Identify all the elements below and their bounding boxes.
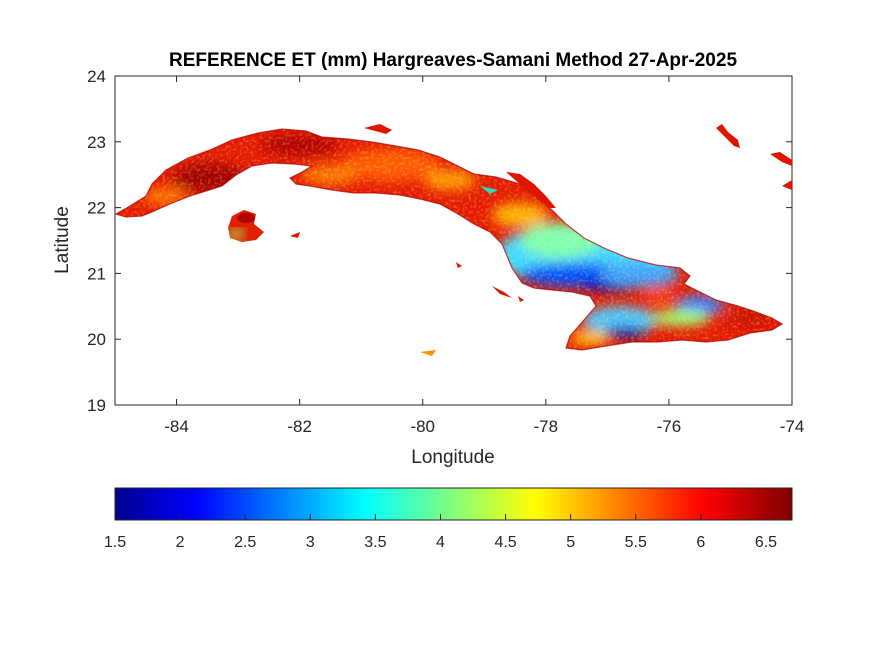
colorbar-tick-label: 5 bbox=[566, 534, 575, 551]
colorbar-tick-label: 6 bbox=[696, 534, 705, 551]
y-tick-label: 19 bbox=[87, 396, 106, 415]
x-axis-label: Longitude bbox=[411, 447, 494, 468]
colorbar-tick-label: 2.5 bbox=[234, 534, 256, 551]
y-axis-ticks: 19 20 21 22 23 24 bbox=[87, 67, 792, 415]
colorbar-tick-label: 3.5 bbox=[364, 534, 386, 551]
x-tick-label: -74 bbox=[780, 417, 805, 436]
colorbar-tick-label: 2 bbox=[176, 534, 185, 551]
y-tick-label: 21 bbox=[87, 264, 106, 283]
colorbar-tick-label: 5.5 bbox=[625, 534, 647, 551]
colorbar-tick-label: 3 bbox=[306, 534, 315, 551]
colorbar: 1.5 2 2.5 3 3.5 4 4.5 5 5.5 6 6.5 bbox=[104, 487, 793, 551]
x-tick-label: -78 bbox=[534, 417, 559, 436]
y-tick-label: 22 bbox=[87, 199, 106, 218]
colorbar-tick-label: 6.5 bbox=[755, 534, 777, 551]
y-axis-label: Latitude bbox=[52, 206, 73, 274]
y-tick-label: 23 bbox=[87, 133, 106, 152]
chart-title: REFERENCE ET (mm) Hargreaves-Samani Meth… bbox=[169, 50, 737, 71]
x-tick-label: -84 bbox=[164, 417, 189, 436]
y-tick-label: 24 bbox=[87, 67, 106, 86]
colorbar-tick-label: 4 bbox=[436, 534, 445, 551]
x-tick-label: -76 bbox=[657, 417, 682, 436]
plot-area bbox=[114, 75, 793, 406]
colorbar-ticks: 1.5 2 2.5 3 3.5 4 4.5 5 5.5 6 6.5 bbox=[104, 514, 777, 551]
x-tick-label: -82 bbox=[287, 417, 312, 436]
colorbar-gradient bbox=[114, 487, 793, 521]
x-tick-label: -80 bbox=[410, 417, 435, 436]
cays bbox=[290, 124, 792, 356]
colorbar-tick-label: 1.5 bbox=[104, 534, 126, 551]
y-tick-label: 20 bbox=[87, 330, 106, 349]
colorbar-tick-label: 4.5 bbox=[494, 534, 516, 551]
x-axis-ticks: -84 -82 -80 -78 -76 -74 bbox=[164, 76, 804, 436]
